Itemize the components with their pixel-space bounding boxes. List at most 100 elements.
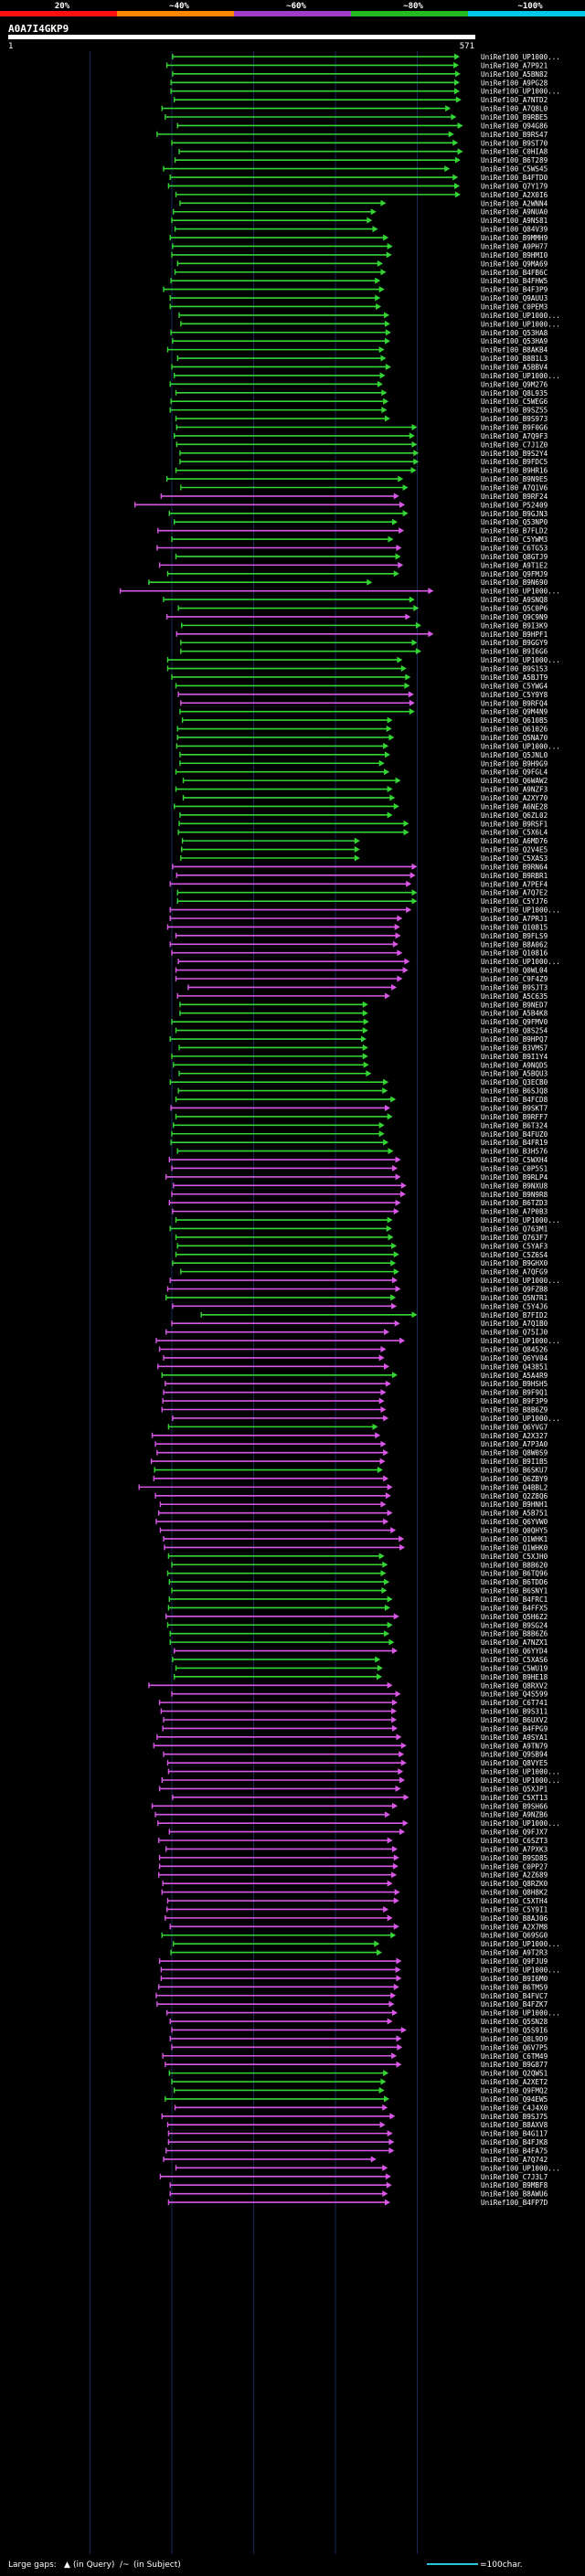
hit-label: UniRef100_Q53NP0 bbox=[481, 518, 548, 526]
hit-label: UniRef100_A9SYA1 bbox=[481, 1733, 548, 1742]
hit-end-arrow bbox=[390, 1294, 397, 1301]
hit-end-arrow bbox=[375, 1432, 381, 1439]
hit-label: UniRef100_A5A4R9 bbox=[481, 1372, 548, 1380]
hit-label: UniRef100_Q6WAW2 bbox=[481, 777, 548, 785]
hit-end-arrow bbox=[396, 1957, 402, 1965]
hit-label: UniRef100_B9SZ55 bbox=[481, 407, 548, 415]
hit-end-arrow bbox=[402, 510, 409, 517]
hit-end-arrow bbox=[385, 329, 391, 336]
hit-label: UniRef100_B9RS47 bbox=[481, 131, 548, 139]
hit-label: UniRef100_Q8VYE5 bbox=[481, 1759, 548, 1767]
scale-segment bbox=[234, 11, 292, 16]
hit-label: UniRef100_A7PXK3 bbox=[481, 1845, 548, 1853]
hit-label: UniRef100_A7Q9F3 bbox=[481, 432, 548, 440]
hit-label: UniRef100_Q4S599 bbox=[481, 1691, 548, 1699]
hit-label: UniRef100_Q0QHY5 bbox=[481, 1527, 548, 1535]
hit-label: UniRef100_A6NE28 bbox=[481, 802, 548, 811]
hit-end-arrow bbox=[380, 1570, 387, 1577]
legend-char-scale bbox=[427, 2563, 478, 2565]
hit-end-arrow bbox=[391, 1871, 398, 1879]
hit-label: UniRef100_A2X7M8 bbox=[481, 1923, 548, 1931]
hit-label: UniRef100_B9N9E5 bbox=[481, 475, 548, 483]
hit-end-arrow bbox=[399, 501, 406, 508]
hit-label: UniRef100_B9G877 bbox=[481, 2061, 548, 2069]
hit-label: UniRef100_A5BQU3 bbox=[481, 1070, 548, 1078]
hit-label: UniRef100_A7Q742 bbox=[481, 2156, 548, 2164]
hit-label: UniRef100_A2X327 bbox=[481, 1432, 548, 1440]
hit-label: UniRef100_A2Z689 bbox=[481, 1871, 548, 1880]
hit-label: UniRef100_Q53HA8 bbox=[481, 329, 548, 337]
hit-end-arrow bbox=[362, 1027, 368, 1034]
hit-label: UniRef100_Q1WHK1 bbox=[481, 1535, 548, 1543]
hit-end-arrow bbox=[360, 1035, 367, 1043]
hit-end-arrow bbox=[388, 2000, 395, 2008]
hit-end-arrow bbox=[399, 1751, 405, 1758]
hit-label: UniRef100_B6TZD3 bbox=[481, 1199, 548, 1207]
hit-label: UniRef100_A9NS81 bbox=[481, 217, 548, 225]
hit-end-arrow bbox=[396, 2061, 402, 2068]
hit-label: UniRef100_B9SJ75 bbox=[481, 2113, 548, 2121]
hit-label: UniRef100_B4FB6C bbox=[481, 269, 548, 277]
hit-end-arrow bbox=[382, 1561, 388, 1568]
hit-label: UniRef100_B9HPQ7 bbox=[481, 1035, 548, 1044]
hit-end-arrow bbox=[391, 2052, 398, 2060]
hit-label: UniRef100_A7NTD2 bbox=[481, 96, 548, 104]
hit-end-arrow bbox=[397, 2043, 403, 2051]
hit-label: UniRef100_B4FA75 bbox=[481, 2147, 548, 2155]
hit-label: UniRef100_B9SH66 bbox=[481, 1802, 548, 1810]
hit-label: UniRef100_Q9MA69 bbox=[481, 260, 548, 268]
hit-end-arrow bbox=[393, 1251, 399, 1258]
hit-end-arrow bbox=[384, 415, 390, 422]
hit-end-arrow bbox=[376, 1673, 382, 1680]
hit-end-arrow bbox=[402, 967, 409, 974]
hit-label: UniRef100_A5B751 bbox=[481, 1510, 548, 1518]
hit-end-arrow bbox=[403, 829, 410, 836]
hit-label: UniRef100_B8AWU6 bbox=[481, 2190, 548, 2199]
hit-label: UniRef100_A9T2R3 bbox=[481, 1949, 548, 1957]
hit-end-arrow bbox=[393, 1854, 399, 1861]
hit-end-arrow bbox=[384, 1329, 390, 1336]
hit-end-arrow bbox=[354, 846, 360, 853]
hit-label: UniRef100_UP1000... bbox=[481, 656, 560, 664]
hit-label: UniRef100_Q9FJU9 bbox=[481, 1957, 548, 1966]
hit-label: UniRef100_B6TQ96 bbox=[481, 1570, 548, 1578]
hit-end-arrow bbox=[384, 992, 390, 1000]
hit-end-arrow bbox=[455, 96, 462, 103]
hit-end-arrow bbox=[393, 1983, 399, 1990]
hit-end-arrow bbox=[366, 1070, 372, 1077]
hit-end-arrow bbox=[411, 639, 418, 646]
hit-label: UniRef100_UP1000... bbox=[481, 372, 560, 380]
hit-end-arrow bbox=[454, 70, 461, 78]
hit-end-arrow bbox=[406, 906, 412, 914]
hit-label: UniRef100_B4FR19 bbox=[481, 1139, 548, 1147]
hit-end-arrow bbox=[391, 1699, 398, 1706]
hit-label: UniRef100_C5WU19 bbox=[481, 1664, 548, 1672]
hit-label: UniRef100_Q8L9D9 bbox=[481, 2035, 548, 2043]
scale-segment bbox=[0, 11, 58, 16]
hit-end-arrow bbox=[382, 2190, 388, 2198]
hit-label: UniRef100_C0P5S1 bbox=[481, 1164, 548, 1172]
hit-label: UniRef100_Q9C9N9 bbox=[481, 613, 548, 621]
hit-label: UniRef100_B9SKT7 bbox=[481, 1104, 548, 1112]
identity-scale-bar: 20% ~40% ~60% ~80% ~100% bbox=[0, 2, 585, 16]
hit-end-arrow bbox=[379, 372, 386, 379]
hit-end-arrow bbox=[383, 398, 389, 405]
hit-end-arrow bbox=[397, 656, 403, 663]
hit-end-arrow bbox=[383, 1415, 389, 1422]
hit-end-arrow bbox=[384, 1104, 390, 1111]
hit-end-arrow bbox=[395, 777, 401, 784]
hit-end-arrow bbox=[397, 915, 403, 922]
hit-end-arrow bbox=[409, 708, 415, 716]
hit-end-arrow bbox=[387, 1216, 393, 1224]
hit-end-arrow bbox=[388, 535, 394, 543]
hit-label: UniRef100_B9S1S3 bbox=[481, 665, 548, 673]
hit-end-arrow bbox=[454, 156, 461, 164]
hit-end-arrow bbox=[403, 1794, 410, 1801]
hit-label: UniRef100_B9RN64 bbox=[481, 863, 548, 871]
hit-end-arrow bbox=[378, 346, 385, 354]
hit-label: UniRef100_Q763F7 bbox=[481, 1234, 548, 1242]
hit-label: UniRef100_B8AJ06 bbox=[481, 1914, 548, 1923]
hit-end-arrow bbox=[393, 1613, 399, 1620]
hit-end-arrow bbox=[385, 2173, 391, 2180]
hit-label: UniRef100_C5WXH4 bbox=[481, 1156, 548, 1164]
